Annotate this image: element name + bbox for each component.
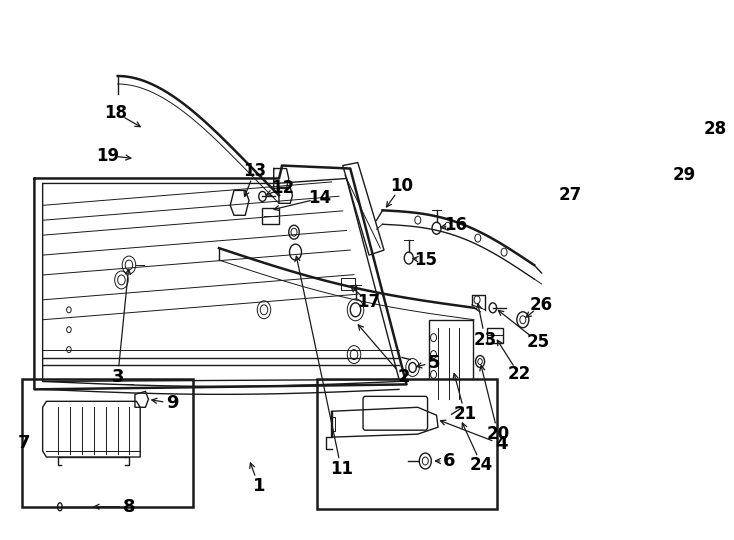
- Text: 13: 13: [244, 161, 266, 179]
- Text: 21: 21: [454, 405, 476, 423]
- Bar: [341, 278, 355, 290]
- Text: 8: 8: [123, 498, 135, 516]
- Text: 25: 25: [526, 333, 550, 350]
- Text: 9: 9: [166, 394, 178, 413]
- Text: 7: 7: [18, 434, 30, 452]
- Bar: [487, 328, 504, 342]
- Text: 11: 11: [330, 460, 353, 478]
- Text: 10: 10: [390, 178, 413, 195]
- Text: 24: 24: [470, 456, 493, 474]
- Text: 19: 19: [96, 146, 120, 165]
- Text: 17: 17: [357, 293, 379, 311]
- Bar: [450, 417, 460, 427]
- Text: 18: 18: [105, 104, 128, 122]
- Text: 12: 12: [271, 179, 294, 198]
- Text: 20: 20: [487, 425, 509, 443]
- Text: 15: 15: [415, 251, 437, 269]
- Text: 5: 5: [428, 354, 440, 372]
- Text: 14: 14: [308, 190, 331, 207]
- Text: 1: 1: [252, 477, 265, 495]
- Text: 22: 22: [507, 366, 531, 383]
- Text: 4: 4: [495, 435, 507, 453]
- Text: 28: 28: [704, 120, 727, 138]
- Text: 29: 29: [672, 166, 696, 185]
- Bar: [316, 380, 497, 509]
- Text: 23: 23: [473, 330, 497, 349]
- Text: 6: 6: [443, 452, 456, 470]
- Text: 27: 27: [559, 186, 582, 204]
- Text: 3: 3: [112, 368, 124, 387]
- Text: 16: 16: [444, 216, 467, 234]
- Bar: [23, 380, 194, 507]
- Text: 2: 2: [397, 368, 410, 387]
- Text: 26: 26: [530, 296, 553, 314]
- Bar: [429, 320, 473, 407]
